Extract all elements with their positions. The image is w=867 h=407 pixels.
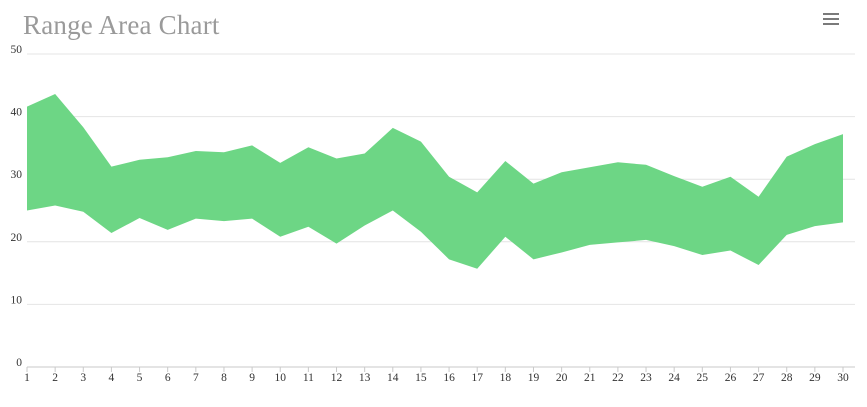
y-tick-label: 40 [11, 107, 23, 119]
x-tick-label: 9 [249, 372, 255, 384]
x-tick-label: 21 [584, 372, 596, 384]
x-tick-label: 27 [753, 372, 765, 384]
x-tick-label: 20 [556, 372, 568, 384]
x-tick-label: 15 [415, 372, 427, 384]
y-tick-label: 10 [11, 294, 23, 306]
x-tick-label: 1 [24, 372, 30, 384]
x-tick-label: 26 [725, 372, 737, 384]
x-tick-label: 22 [612, 372, 624, 384]
x-tick-label: 2 [52, 372, 58, 384]
axes [26, 366, 855, 372]
x-tick-label: 17 [471, 372, 483, 384]
x-tick-label: 24 [668, 372, 680, 384]
y-tick-label: 20 [11, 232, 23, 244]
y-tick-label: 30 [11, 169, 23, 181]
y-tick-label: 50 [11, 44, 23, 56]
x-tick-label: 30 [837, 372, 849, 384]
x-tick-label: 7 [193, 372, 199, 384]
x-tick-label: 16 [443, 372, 455, 384]
range-area [27, 94, 843, 269]
x-tick-label: 6 [165, 372, 171, 384]
hamburger-menu-icon[interactable] [822, 11, 840, 27]
x-tick-label: 18 [500, 372, 512, 384]
x-tick-label: 8 [221, 372, 227, 384]
x-tick-label: 4 [109, 372, 115, 384]
x-tick-label: 28 [781, 372, 793, 384]
x-tick-label: 25 [697, 372, 709, 384]
x-tick-label: 19 [528, 372, 540, 384]
x-tick-label: 5 [137, 372, 143, 384]
x-tick-label: 11 [303, 372, 314, 384]
chart-title: Range Area Chart [23, 10, 220, 40]
x-tick-label: 3 [80, 372, 86, 384]
range-area-series [27, 94, 843, 269]
x-tick-label: 29 [809, 372, 821, 384]
x-tick-label: 23 [640, 372, 652, 384]
x-tick-label: 12 [331, 372, 343, 384]
x-tick-label: 14 [387, 372, 399, 384]
x-tick-label: 10 [274, 372, 286, 384]
x-tick-label: 13 [359, 372, 371, 384]
y-tick-label: 0 [16, 357, 22, 369]
